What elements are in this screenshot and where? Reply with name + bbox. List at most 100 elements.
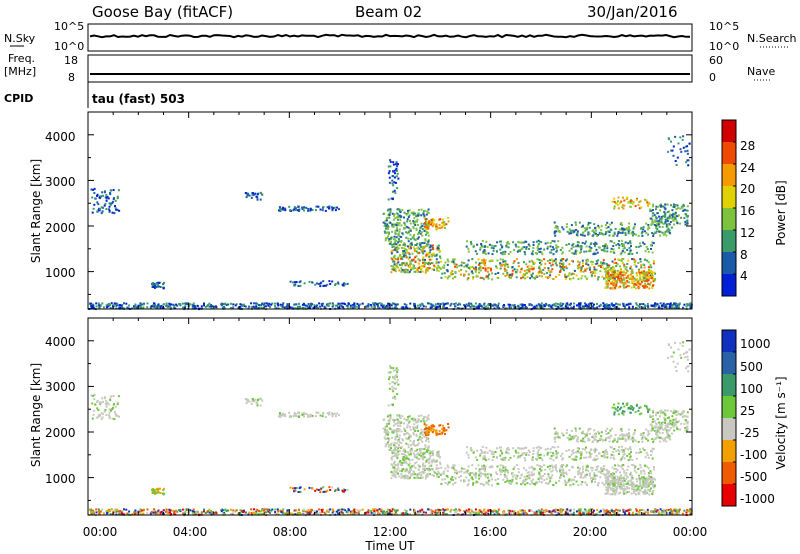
power-echo-point	[418, 229, 421, 232]
power-echo-point	[460, 269, 463, 271]
velocity-echo-point	[540, 510, 543, 513]
power-echo-point	[624, 268, 627, 271]
velocity-echo-point	[114, 405, 117, 408]
power-echo-point	[577, 305, 580, 308]
velocity-echo-point	[420, 428, 423, 431]
velocity-echo-point	[123, 508, 125, 511]
velocity-echo-point	[389, 448, 392, 451]
velocity-echo-point	[603, 512, 606, 515]
power-echo-point	[621, 280, 623, 283]
velocity-echo-point	[282, 508, 285, 511]
power-echo-point	[650, 272, 653, 275]
velocity-echo-point	[184, 511, 187, 514]
power-echo-point	[526, 272, 528, 275]
power-echo-point	[622, 284, 625, 286]
velocity-echo-point	[418, 471, 421, 474]
power-echo-point	[408, 247, 411, 250]
power-echo-point	[678, 302, 681, 305]
power-echo-point	[99, 304, 102, 307]
power-echo-point	[564, 307, 567, 309]
velocity-echo-point	[418, 473, 420, 475]
power-echo-point	[421, 270, 424, 273]
power-echo-point	[390, 197, 393, 200]
power-echo-point	[449, 304, 452, 307]
power-echo-point	[614, 272, 617, 275]
power-echo-point	[427, 243, 430, 246]
power-echo-point	[600, 225, 603, 228]
power-echo-point	[397, 258, 400, 261]
power-echo-point	[152, 305, 155, 308]
power-echo-point	[608, 304, 611, 307]
power-echo-point	[594, 263, 597, 265]
power-echo-point	[662, 205, 665, 208]
power-echo-point	[568, 243, 571, 245]
velocity-echo-point	[392, 424, 395, 427]
velocity-echo-point	[416, 448, 419, 451]
power-echo-point	[537, 303, 540, 306]
power-echo-point	[389, 208, 392, 211]
velocity-echo-point	[425, 511, 428, 514]
velocity-echo-point	[133, 511, 135, 514]
power-echo-point	[387, 165, 390, 168]
velocity-echo-point	[614, 512, 617, 515]
power-echo-point	[331, 208, 334, 211]
power-echo-point	[652, 260, 655, 262]
velocity-echo-point	[605, 509, 608, 512]
power-echo-point	[532, 247, 535, 249]
power-echo-point	[403, 303, 406, 306]
power-echo-point	[375, 303, 378, 306]
power-echo-point	[557, 307, 560, 310]
velocity-echo-point	[256, 508, 259, 511]
power-echo-point	[484, 253, 487, 256]
velocity-echo-point	[346, 510, 349, 513]
power-echo-point	[656, 212, 659, 215]
power-echo-point	[347, 302, 350, 305]
power-echo-point	[614, 280, 617, 282]
velocity-echo-point	[158, 511, 161, 514]
velocity-echo-point	[397, 444, 400, 446]
power-echo-point	[156, 305, 159, 308]
power-echo-point	[423, 250, 426, 253]
power-echo-point	[626, 270, 629, 273]
velocity-echo-point	[402, 453, 405, 456]
power-echo-point	[583, 227, 586, 230]
power-echo-point	[396, 172, 399, 175]
velocity-echo-point	[416, 473, 419, 476]
velocity-echo-point	[408, 472, 410, 475]
velocity-echo-point	[395, 442, 398, 445]
power-echo-point	[622, 243, 625, 246]
velocity-echo-point	[393, 512, 396, 515]
velocity-echo-point	[414, 476, 417, 479]
power-echo-point	[606, 285, 609, 287]
power-echo-point	[646, 280, 649, 283]
power-echo-point	[540, 302, 543, 305]
power-echo-point	[401, 268, 404, 271]
power-echo-point	[384, 219, 387, 222]
power-echo-point	[566, 303, 569, 306]
power-echo-point	[502, 260, 505, 263]
power-echo-point	[389, 160, 392, 163]
power-echo-point	[152, 286, 155, 288]
power-echo-point	[439, 267, 442, 270]
velocity-echo-point	[427, 459, 430, 462]
power-echo-point	[566, 230, 569, 233]
power-echo-point	[637, 203, 640, 206]
velocity-echo-point	[424, 464, 426, 467]
velocity-echo-point	[400, 445, 403, 448]
velocity-echo-point	[416, 424, 419, 427]
velocity-echo-point	[324, 490, 327, 493]
velocity-echo-point	[259, 510, 262, 513]
power-echo-point	[397, 163, 399, 166]
velocity-echo-point	[427, 473, 430, 476]
velocity-echo-point	[438, 430, 441, 432]
power-echo-point	[400, 236, 403, 238]
power-echo-point	[635, 306, 638, 309]
velocity-echo-point	[299, 490, 302, 493]
velocity-echo-point	[337, 487, 340, 490]
power-echo-point	[89, 302, 92, 305]
velocity-echo-point	[422, 463, 424, 466]
power-echo-point	[644, 304, 647, 307]
power-echo-point	[517, 262, 520, 264]
power-echo-point	[413, 234, 416, 236]
power-echo-point	[628, 227, 630, 230]
